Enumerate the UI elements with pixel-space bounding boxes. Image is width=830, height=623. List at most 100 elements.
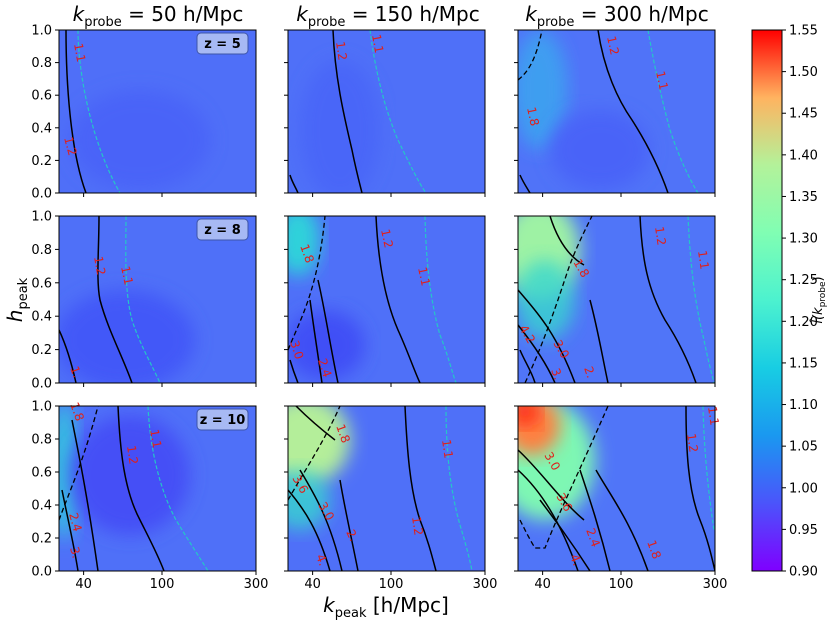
y-axis-ticks: 0.0 0.2 0.4 0.6 0.8 1.0 0.0 0.2 0.4 0.6 0.8 1.0 0.0 0… — [31, 24, 518, 580]
colorbar-tick-label: 1.15 — [789, 356, 818, 371]
heatmap-field — [59, 406, 256, 571]
heatmap-field — [518, 30, 715, 193]
contour-line — [317, 279, 339, 383]
y-tick-label: 0.6 — [31, 89, 52, 104]
contour-label: 1.8 — [644, 538, 664, 561]
contour-line — [518, 30, 543, 81]
contour-line — [61, 489, 79, 571]
heatmap-field — [288, 406, 485, 571]
contour-line — [518, 324, 556, 383]
contour-line — [295, 406, 336, 441]
x-axis-label: kpeak [h/Mpc] — [323, 593, 449, 621]
panel-r2-c2: 1.1 1.2 3.0 3.6 2.4 4. 1.8 — [517, 405, 722, 572]
contour-label: 3. — [548, 366, 565, 382]
contour-label: 4. — [313, 552, 330, 568]
contour-line — [549, 216, 585, 266]
heatmap-field — [518, 216, 715, 383]
x-tick-label: 100 — [379, 577, 404, 592]
contour-label: 1.8 — [297, 242, 317, 265]
y-tick-label: 0.8 — [31, 56, 52, 71]
contour-line — [147, 406, 209, 571]
contour-label: 1.2 — [91, 255, 108, 276]
contour-label: 1.1 — [705, 405, 722, 426]
contour-line — [524, 216, 593, 383]
contour-line — [687, 216, 715, 383]
colorbar-tick-label: 0.95 — [789, 523, 818, 538]
x-tick-label: 40 — [534, 577, 551, 592]
heatmap-field — [59, 216, 256, 383]
y-tick-label: 0.4 — [31, 121, 52, 136]
contour-line — [77, 30, 121, 193]
colorbar-tick-label: 1.55 — [789, 24, 818, 39]
z-badge: z = 8 — [196, 218, 249, 241]
contour-label: 1.8 — [333, 422, 353, 445]
y-tick-label: 0.2 — [31, 154, 52, 169]
x-axis-ticks: 40 100 300 40 100 300 40 100 300 — [75, 193, 727, 592]
contour-label: 1.2 — [684, 432, 701, 453]
column-title-2: kprobe = 150 h/Mpc — [296, 2, 479, 30]
contour-label: 1.2 — [333, 40, 350, 61]
y-tick-label: 1.0 — [31, 400, 52, 415]
y-tick-label: 0.6 — [31, 466, 52, 481]
contour-label: 2.4 — [583, 526, 603, 549]
contour-label: 1.1 — [369, 33, 386, 54]
y-tick-label: 0.0 — [31, 565, 52, 580]
contour-label: 2. — [581, 365, 598, 380]
x-tick-label: 40 — [304, 577, 321, 592]
contour-line — [647, 30, 699, 193]
heatmap-field — [288, 30, 485, 193]
panel-r0-c2: 1.8 1.1 1.2 — [517, 29, 716, 194]
contour-line — [597, 30, 669, 193]
colorbar-ticks: 0.90 0.95 1.00 1.05 1.10 1.15 1.20 1.25 1.30 1.35… — [782, 24, 818, 580]
contour-label: 2.4 — [66, 511, 84, 533]
contour-line — [289, 174, 299, 193]
colorbar-tick-label: 1.35 — [789, 190, 818, 205]
panel-r2-c0: 1.8 1.2 1.1 2.4 3. z = 10 — [58, 400, 257, 572]
svg-text:z = 5: z = 5 — [204, 37, 241, 52]
x-tick-label: 300 — [244, 577, 269, 592]
contour-line — [71, 419, 99, 571]
contour-line — [519, 349, 536, 383]
contour-label: 1.1 — [439, 438, 456, 459]
contour-line — [539, 499, 591, 571]
panel-r2-c1: 1.8 1.1 1.2 3.6 3.0 2. 4. — [287, 405, 486, 572]
x-tick-label: 100 — [150, 577, 175, 592]
contour-label: 1.8 — [524, 106, 542, 128]
colorbar-gradient — [751, 29, 783, 572]
colorbar-tick-label: 1.40 — [789, 148, 818, 163]
contour-line — [309, 299, 323, 383]
contour-line — [339, 479, 359, 571]
colorbar-tick-label: 1.10 — [789, 398, 818, 413]
contour-line — [125, 216, 161, 383]
contour-label: 1.1 — [147, 428, 164, 449]
y-tick-label: 0.8 — [31, 243, 52, 258]
colorbar-label: l̂(kprobe) — [811, 276, 828, 323]
contour-line — [518, 449, 585, 521]
x-tick-label: 100 — [609, 577, 634, 592]
contour-line — [595, 469, 649, 571]
contour-line — [59, 406, 99, 521]
column-title-3: kprobe = 300 h/Mpc — [525, 2, 708, 30]
contour-label: 1.2 — [61, 135, 79, 157]
colorbar-tick-label: 1.05 — [789, 440, 818, 455]
panel-r1-c2: 1.8 1.2 1.1 4.2 3.0 3. 2. — [516, 215, 716, 384]
contour-line — [518, 469, 579, 571]
column-title-1: kprobe = 50 h/Mpc — [73, 2, 244, 30]
contour-label: 1.2 — [378, 228, 396, 250]
panel-r0-c1: 1.2 1.1 — [287, 29, 486, 194]
contour-line — [289, 359, 299, 383]
contour-label: 4. — [567, 552, 584, 568]
contour-label: 1.1 — [653, 70, 671, 92]
y-tick-label: 0.0 — [31, 377, 52, 392]
panel-r1-c1: 1.8 1.2 1.1 3.0 2.4 — [287, 215, 486, 384]
contour-label: 3. — [67, 545, 83, 560]
x-tick-label: 40 — [75, 577, 92, 592]
contour-line — [579, 469, 611, 571]
y-tick-label: 1.0 — [31, 210, 52, 225]
contour-line — [299, 469, 343, 571]
contour-line — [288, 406, 341, 501]
colorbar-tick-label: 1.20 — [789, 315, 818, 330]
y-tick-label: 0.6 — [31, 276, 52, 291]
contour-label: 1.2 — [124, 444, 141, 465]
